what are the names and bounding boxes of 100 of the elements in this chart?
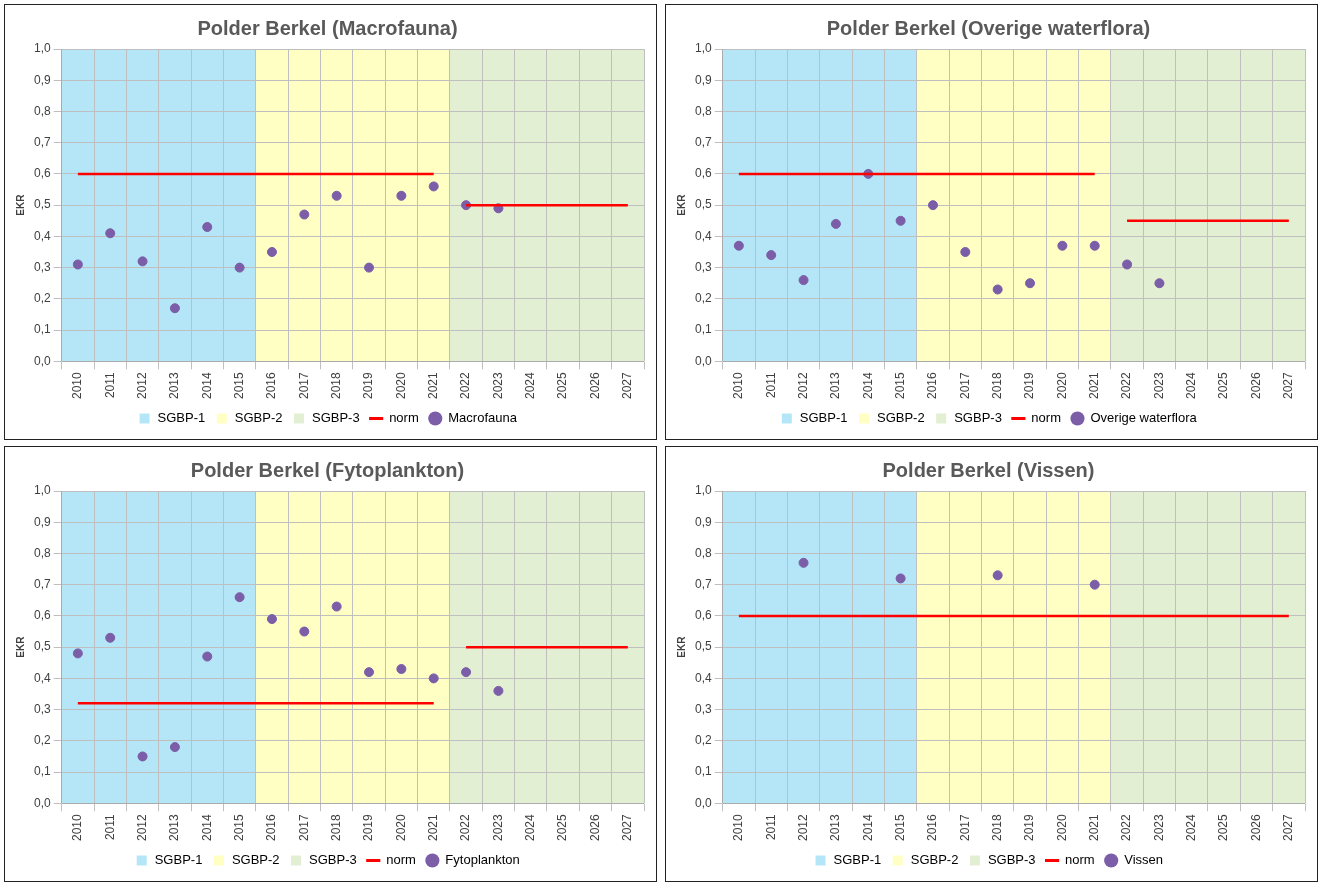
x-tick-label: 2017 <box>296 813 311 842</box>
y-tick-label: 0,8 <box>694 103 712 118</box>
point <box>72 648 83 659</box>
legend-label: norm <box>386 852 416 868</box>
point <box>396 664 407 675</box>
x-tick-label: 2026 <box>587 813 602 842</box>
x-tick-label: 2022 <box>1119 813 1134 842</box>
y-tick-label: 0,3 <box>33 259 51 274</box>
point <box>396 190 407 201</box>
legend-label: Overige waterflora <box>1090 410 1198 426</box>
x-tick-label: 2010 <box>731 371 746 400</box>
y-tick-label: 1,0 <box>694 483 712 498</box>
y-tick-label: 0,4 <box>694 228 712 243</box>
legend-label: SGBP-3 <box>311 410 360 426</box>
x-tick-label: 2019 <box>361 813 376 842</box>
x-tick-label: 2011 <box>763 813 778 841</box>
legend-label: Macrofauna <box>448 410 518 426</box>
y-tick-label: 0,6 <box>33 608 51 623</box>
x-tick-label: 2013 <box>828 813 843 842</box>
legend-label: norm <box>1031 410 1061 426</box>
y-tick-label: 0,9 <box>694 514 712 529</box>
x-tick-label: 2024 <box>1184 371 1199 400</box>
legend-label: SGBP-1 <box>154 852 203 868</box>
chart-title: Polder Berkel (Fytoplankton) <box>190 458 465 481</box>
point <box>733 240 744 251</box>
legend-label: SGBP-3 <box>309 852 357 868</box>
y-tick-label: 1,0 <box>694 41 712 56</box>
y-tick-label: 0,4 <box>33 228 51 243</box>
point <box>1025 278 1036 289</box>
x-tick-label: 2024 <box>523 371 538 400</box>
y-tick-label: 1,0 <box>33 41 51 56</box>
x-tick-label: 2010 <box>731 813 746 842</box>
y-tick-label: 0,1 <box>694 764 712 779</box>
x-tick-label: 2024 <box>1184 813 1199 842</box>
y-tick-label: 0,5 <box>694 197 712 212</box>
x-tick-label: 2011 <box>102 813 117 841</box>
x-tick-label: 2016 <box>925 371 940 400</box>
point <box>960 247 971 257</box>
x-tick-label: 2017 <box>957 371 972 400</box>
y-tick-label: 0,9 <box>33 514 51 529</box>
x-tick-label: 2021 <box>426 813 441 842</box>
point <box>895 573 906 584</box>
y-tick-label: 0,8 <box>33 103 51 118</box>
point <box>798 557 809 568</box>
x-tick-label: 2016 <box>264 371 279 400</box>
y-tick-label: 0,2 <box>694 733 712 748</box>
x-tick-label: 2011 <box>102 371 117 399</box>
y-tick-label: 0,7 <box>33 135 51 149</box>
x-tick-label: 2022 <box>1119 371 1134 400</box>
point <box>992 570 1003 581</box>
y-tick-label: 0,3 <box>694 259 712 274</box>
point <box>895 215 906 226</box>
x-tick-label: 2019 <box>1022 371 1037 400</box>
y-tick-label: 0,7 <box>694 577 712 591</box>
chart-title: Polder Berkel (Macrofauna) <box>197 16 458 39</box>
x-tick-label: 2012 <box>795 813 810 842</box>
y-tick-label: 0,5 <box>33 197 51 212</box>
point <box>493 685 504 696</box>
x-tick-label: 2015 <box>892 813 907 842</box>
point <box>1089 240 1100 251</box>
y-tick-label: 0,5 <box>33 639 51 654</box>
x-tick-label: 2020 <box>1054 813 1069 842</box>
x-tick-label: 2013 <box>167 371 182 400</box>
point <box>1122 259 1133 270</box>
chart-title: Polder Berkel (Vissen) <box>882 458 1095 481</box>
y-tick-label: 0,0 <box>694 795 712 810</box>
point <box>331 601 342 612</box>
x-tick-label: 2010 <box>70 813 85 842</box>
point <box>1089 579 1100 590</box>
x-tick-label: 2023 <box>490 371 505 400</box>
y-tick-label: 0,6 <box>33 166 51 181</box>
point <box>137 751 148 762</box>
y-tick-label: 0,2 <box>33 733 51 748</box>
x-tick-label: 2021 <box>1087 371 1102 400</box>
y-axis-title: EKR <box>14 635 26 658</box>
x-tick-label: 2012 <box>134 813 149 842</box>
x-tick-label: 2022 <box>458 813 473 842</box>
y-axis-title: EKR <box>675 635 687 658</box>
point <box>72 259 83 270</box>
y-tick-label: 0,0 <box>694 353 712 368</box>
x-tick-label: 2013 <box>167 813 182 842</box>
y-tick-label: 0,6 <box>694 608 712 623</box>
x-tick-label: 2021 <box>426 371 441 400</box>
y-tick-label: 1,0 <box>33 483 51 498</box>
x-tick-label: 2025 <box>1216 371 1231 400</box>
y-tick-label: 0,3 <box>694 701 712 716</box>
legend-label: SGBP-2 <box>231 852 280 868</box>
y-tick-label: 0,8 <box>694 545 712 560</box>
point <box>461 667 472 678</box>
point <box>202 222 213 233</box>
legend-label: SGBP-1 <box>799 410 848 426</box>
legend-label: norm <box>389 410 419 426</box>
y-tick-label: 0,2 <box>33 291 51 306</box>
point <box>992 284 1003 295</box>
x-tick-label: 2014 <box>860 371 875 400</box>
point <box>266 247 277 257</box>
point <box>299 209 310 220</box>
legend-label: SGBP-2 <box>876 410 925 426</box>
x-tick-label: 2013 <box>828 371 843 400</box>
x-tick-label: 2015 <box>231 371 246 400</box>
